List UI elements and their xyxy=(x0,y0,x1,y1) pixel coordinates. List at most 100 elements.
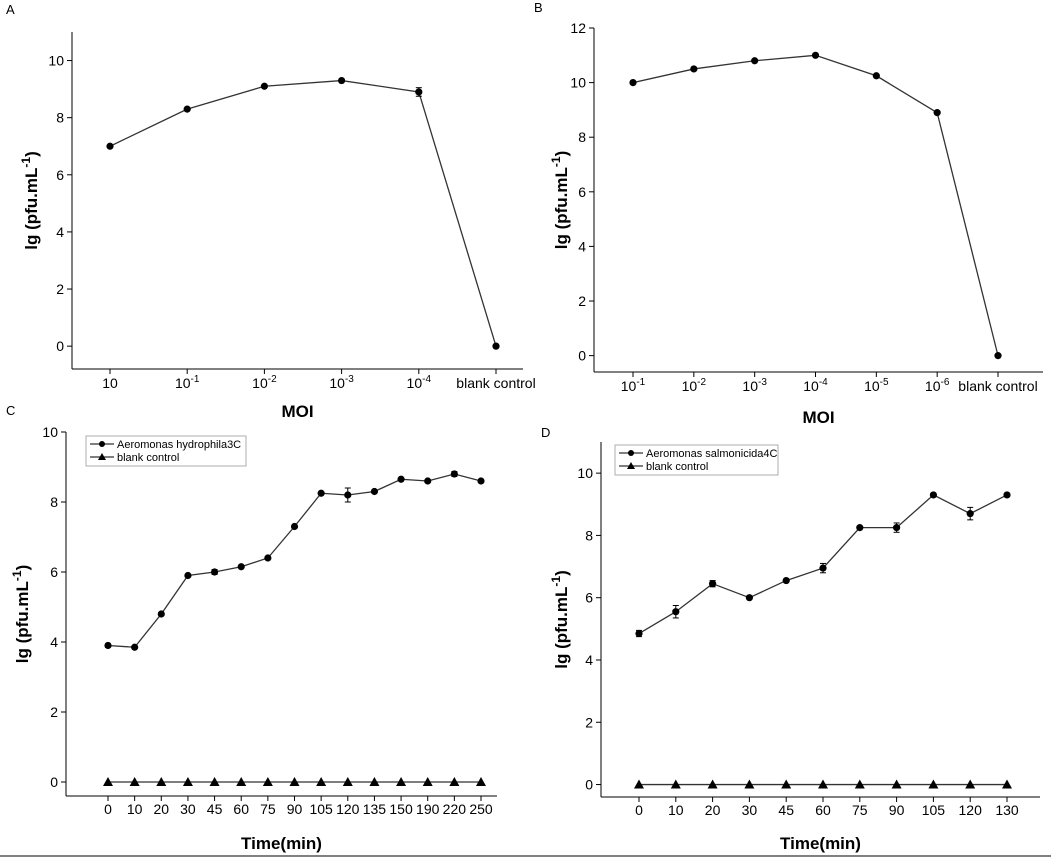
x-tick-label: 75 xyxy=(260,801,276,817)
data-point xyxy=(707,779,718,789)
y-tick-label: 6 xyxy=(578,184,586,200)
x-tick-label: 220 xyxy=(443,801,467,817)
y-axis-label: lg (pfu.mL-1) xyxy=(10,565,32,664)
data-point xyxy=(396,777,407,786)
data-point xyxy=(744,779,755,789)
x-tick-label: 10-3 xyxy=(329,374,354,391)
x-tick-label: 30 xyxy=(742,802,758,818)
legend-label: blank control xyxy=(117,452,179,464)
data-point xyxy=(103,777,113,786)
data-point xyxy=(751,57,759,65)
y-tick-label: 6 xyxy=(50,564,58,580)
y-tick-label: 8 xyxy=(50,494,58,510)
data-point xyxy=(1003,491,1011,499)
data-point xyxy=(157,610,165,618)
y-tick-label: 10 xyxy=(48,53,64,69)
y-tick-label: 4 xyxy=(578,238,586,254)
x-axis-label: MOI xyxy=(281,402,313,421)
x-tick-label: 20 xyxy=(705,802,721,818)
y-axis-label: lg (pfu.mL-1) xyxy=(19,151,41,250)
y-tick-label: 8 xyxy=(578,129,586,145)
data-point xyxy=(709,580,717,588)
series-0 xyxy=(629,51,1002,360)
y-tick-label: 6 xyxy=(56,167,64,183)
x-tick-label: 10-2 xyxy=(252,374,277,391)
data-point xyxy=(209,777,220,786)
data-point xyxy=(476,777,486,786)
y-tick-label: 0 xyxy=(585,777,593,793)
data-point xyxy=(893,524,901,532)
data-point xyxy=(672,608,680,616)
data-point xyxy=(635,629,643,638)
x-tick-label: 10-4 xyxy=(803,377,828,394)
data-point xyxy=(317,489,325,497)
x-axis-label: Time(min) xyxy=(780,834,861,853)
legend-marker xyxy=(627,462,635,469)
data-point xyxy=(492,342,500,350)
x-tick-label: 105 xyxy=(922,802,946,818)
data-point xyxy=(129,777,140,786)
data-point xyxy=(338,76,346,85)
legend-marker xyxy=(98,453,106,460)
data-point xyxy=(264,554,272,562)
y-tick-label: 12 xyxy=(570,20,586,36)
y-tick-label: 2 xyxy=(56,281,64,297)
data-point xyxy=(262,777,273,786)
data-point xyxy=(819,564,827,572)
y-axis-label: lg (pfu.mL-1) xyxy=(549,151,571,250)
data-point xyxy=(891,779,902,789)
y-tick-label: 8 xyxy=(585,527,593,543)
data-point xyxy=(344,491,352,499)
series-line xyxy=(109,79,497,347)
data-point xyxy=(928,779,939,789)
y-tick-label: 10 xyxy=(42,424,58,440)
y-tick-label: 4 xyxy=(50,634,58,650)
x-tick-label: 10-6 xyxy=(925,377,950,394)
data-point xyxy=(369,777,380,786)
series-0 xyxy=(104,470,485,651)
x-tick-label: 10-3 xyxy=(742,377,767,394)
legend-label: Aeromonas hydrophila3C xyxy=(117,439,241,451)
data-point xyxy=(966,510,974,518)
x-tick-label: 0 xyxy=(104,801,112,817)
x-tick-label: 75 xyxy=(852,802,868,818)
x-tick-label: 30 xyxy=(180,801,196,817)
x-tick-label: 190 xyxy=(416,801,440,817)
y-tick-label: 4 xyxy=(56,224,64,240)
data-point xyxy=(965,779,976,789)
data-point xyxy=(690,65,698,73)
data-point xyxy=(131,643,139,651)
x-tick-label: 10 xyxy=(127,801,143,817)
data-point xyxy=(290,522,299,531)
data-point xyxy=(422,777,433,786)
y-tick-label: 10 xyxy=(570,75,586,91)
data-point xyxy=(184,571,192,580)
panel-c: C 0 2 4 6 8 10 0 10 20 30 45 60 75 90 105 120 135 150 190 22… xyxy=(6,403,497,853)
series-line xyxy=(632,54,999,356)
x-tick-label: 10-5 xyxy=(864,377,889,394)
x-tick-label: 20 xyxy=(153,801,169,817)
x-tick-label: 45 xyxy=(207,801,223,817)
data-point xyxy=(477,477,485,485)
x-tick-label: 130 xyxy=(995,802,1019,818)
data-point xyxy=(670,779,681,789)
data-point xyxy=(450,470,458,478)
x-axis-label: MOI xyxy=(802,408,834,427)
data-point xyxy=(933,109,941,117)
data-point xyxy=(104,641,112,650)
data-point xyxy=(929,491,938,499)
y-tick-label: 2 xyxy=(585,714,593,730)
data-point xyxy=(289,777,300,786)
x-tick-label: 10 xyxy=(668,802,684,818)
x-tick-label: 120 xyxy=(336,801,360,817)
data-point xyxy=(236,777,247,786)
legend-label: blank control xyxy=(646,461,708,473)
y-tick-label: 0 xyxy=(56,338,64,354)
x-tick-label: 105 xyxy=(309,801,333,817)
x-tick-label: 250 xyxy=(469,801,493,817)
data-point xyxy=(415,88,423,96)
data-point xyxy=(811,51,820,59)
